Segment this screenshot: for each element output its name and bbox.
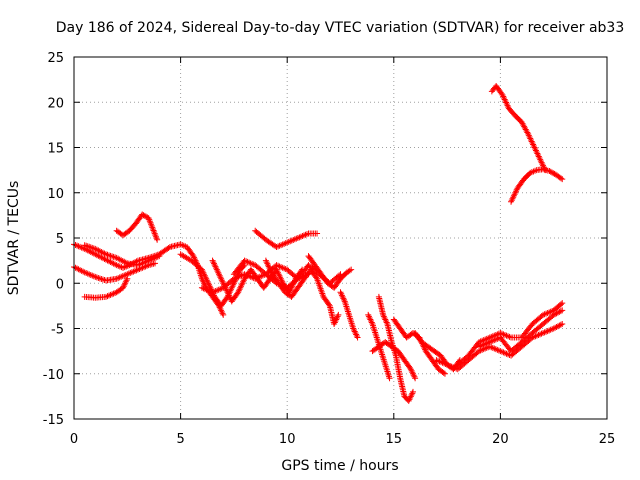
x-tick-label: 5	[176, 432, 184, 447]
axis-ticks	[73, 56, 608, 420]
data-point	[386, 375, 393, 382]
data-point	[152, 260, 159, 267]
y-tick-label: 25	[47, 51, 64, 66]
data-point	[124, 275, 131, 282]
series-track-19	[433, 320, 566, 373]
data-point	[325, 301, 332, 308]
data-point	[314, 230, 321, 237]
data-point	[140, 212, 147, 219]
series-track-16	[369, 339, 419, 382]
data-point	[441, 370, 448, 377]
x-axis-title: GPS time / hours	[281, 458, 398, 474]
data-point	[220, 311, 227, 318]
data-point	[141, 212, 148, 219]
data-point	[547, 168, 554, 175]
data-point	[559, 320, 566, 327]
data-point	[143, 213, 150, 220]
y-tick-label: 20	[47, 96, 64, 111]
y-tick-label: -10	[43, 368, 64, 383]
series-track-13	[337, 289, 361, 341]
y-tick-label: 10	[47, 187, 64, 202]
x-tick-label: 20	[492, 432, 509, 447]
data-point	[139, 211, 146, 218]
y-tick-label: 0	[56, 277, 64, 292]
series-track-20	[454, 300, 566, 368]
data-point	[557, 321, 564, 328]
data-point	[348, 266, 355, 273]
series-track-4	[113, 211, 161, 243]
series-track-15	[375, 293, 416, 404]
y-tick-label: 5	[56, 232, 64, 247]
series-track-12	[305, 253, 355, 291]
data-point	[412, 375, 419, 382]
data-point	[354, 334, 361, 341]
data-point	[559, 307, 566, 314]
data-point	[154, 236, 161, 243]
series-track-10	[252, 227, 321, 251]
y-axis-title: SDTVAR / TECUs	[6, 181, 22, 296]
series-track-11	[262, 257, 342, 327]
y-tick-label: 15	[47, 142, 64, 157]
data-point	[559, 300, 566, 307]
data-point	[409, 388, 416, 395]
x-tick-label: 15	[386, 432, 403, 447]
grid	[74, 57, 607, 419]
data-point	[440, 369, 447, 376]
data-point	[557, 175, 564, 182]
series-track-3	[81, 275, 131, 301]
data-point	[156, 253, 163, 260]
y-tick-labels: -15 -10 -5 0 5 10 15 20 25	[43, 51, 64, 428]
data-point	[546, 168, 553, 175]
data-point	[335, 311, 342, 318]
series-track-23	[508, 166, 566, 205]
series-track-22	[488, 82, 549, 174]
y-tick-label: -5	[51, 323, 64, 338]
data-point	[558, 301, 565, 308]
series-track-21	[476, 307, 566, 355]
data-point	[346, 267, 353, 274]
data-point	[165, 244, 172, 251]
y-tick-label: -15	[43, 413, 64, 428]
data-point	[557, 308, 564, 315]
chart-title: Day 186 of 2024, Sidereal Day-to-day VTE…	[56, 20, 625, 36]
data-point	[548, 169, 555, 176]
data-point	[313, 274, 320, 281]
data-point	[559, 176, 566, 183]
x-tick-label: 10	[279, 432, 296, 447]
series-track-5	[81, 242, 163, 269]
x-tick-label: 25	[599, 432, 616, 447]
x-tick-label: 0	[70, 432, 78, 447]
data-point	[550, 170, 557, 177]
x-tick-labels: 0 5 10 15 20 25	[70, 432, 615, 447]
data-marks	[71, 82, 566, 404]
